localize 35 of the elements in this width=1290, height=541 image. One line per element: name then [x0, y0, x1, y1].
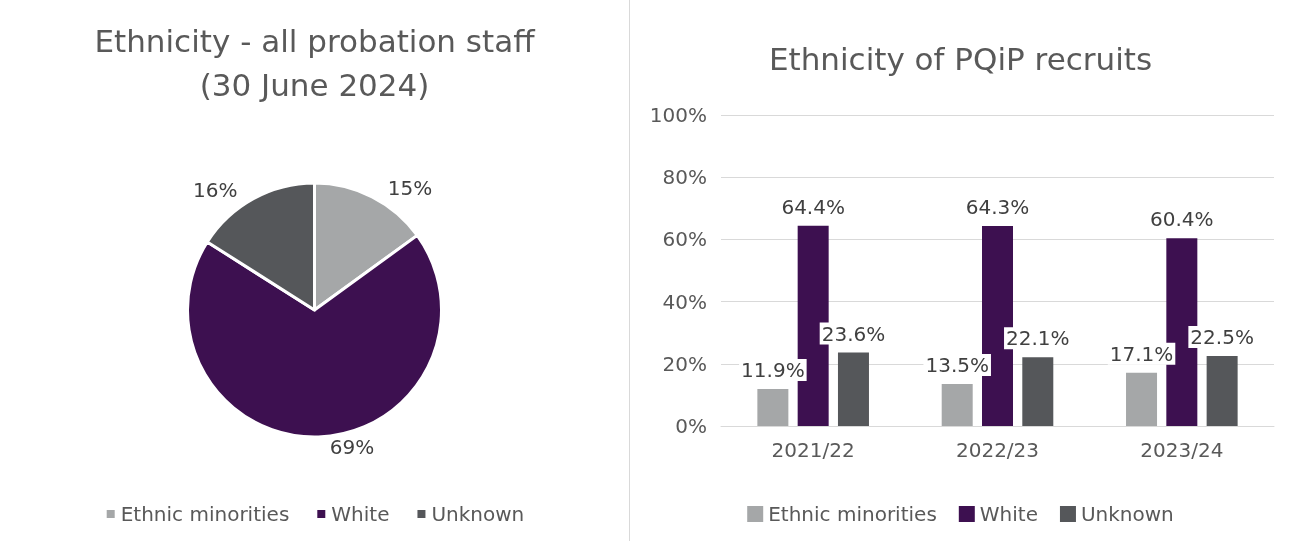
legend-label: Unknown	[1080, 502, 1174, 526]
y-tick-label: 60%	[662, 227, 707, 252]
legend-label: White	[979, 502, 1038, 526]
bar	[757, 388, 789, 426]
y-tick-label: 40%	[662, 289, 707, 314]
legend-label: Unknown	[431, 502, 525, 526]
data-label: 22.5%	[1190, 325, 1254, 350]
y-tick-label: 20%	[662, 351, 707, 376]
data-label: 23.6%	[821, 321, 886, 346]
data-label: 22.1%	[1006, 326, 1070, 351]
data-label: 64.4%	[781, 194, 845, 219]
data-label: 17.1%	[1109, 341, 1174, 366]
x-tick-label: 2021/22	[771, 438, 855, 462]
y-tick-label: 0%	[675, 414, 707, 438]
data-label: 64.3%	[965, 195, 1030, 220]
x-tick-label: 2023/24	[1140, 438, 1224, 462]
chart-title: Ethnicity - all probation staff (30 June 2024)	[94, 23, 536, 103]
data-label: 11.9%	[741, 357, 805, 382]
data-label: 16%	[193, 177, 238, 202]
bar	[1206, 356, 1238, 426]
legend-label: Ethnic minorities	[768, 502, 937, 526]
x-tick-label: 2022/23	[955, 438, 1040, 462]
y-tick-label: 100%	[649, 103, 707, 127]
data-label: 13.5%	[925, 353, 989, 378]
bar	[1126, 372, 1158, 426]
legend-label: White	[331, 502, 390, 526]
data-label: 60.4%	[1150, 207, 1214, 232]
data-label: 15%	[387, 175, 433, 200]
y-tick-label: 80%	[662, 165, 707, 190]
bar	[941, 384, 973, 426]
bar	[1022, 357, 1054, 426]
bar	[837, 352, 869, 426]
legend-label: Ethnic minorities	[120, 502, 290, 526]
chart-title: Ethnicity of PQiP recruits	[768, 40, 1153, 77]
data-label: 69%	[329, 434, 375, 459]
